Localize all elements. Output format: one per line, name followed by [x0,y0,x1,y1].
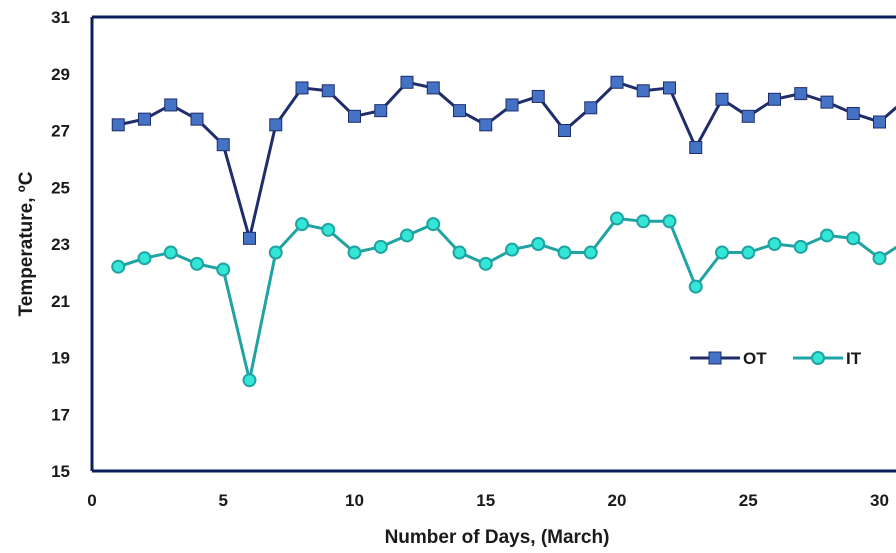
data-point-ot [689,141,703,155]
data-point-it [583,245,598,260]
data-point-it [400,228,414,243]
legend-marker [811,351,825,365]
data-point-ot [820,95,834,109]
x-tick-label: 5 [219,491,228,510]
data-point-ot [295,81,309,95]
data-point-it [373,239,388,254]
legend-label: OT [743,349,767,368]
data-point-it [662,214,677,229]
data-point-it [426,217,441,232]
data-point-it [190,256,204,271]
data-point-it [531,237,546,251]
data-point-it [111,259,126,274]
data-point-ot [715,92,729,106]
data-point-ot [400,75,414,89]
series-ot [111,75,896,245]
data-point-ot [426,81,440,95]
data-point-it [347,245,362,260]
data-point-ot [636,84,650,98]
data-point-it [557,245,572,260]
data-point-it [610,211,624,226]
y-tick-label: 21 [51,292,70,311]
data-point-it [872,251,887,266]
data-point-ot [584,101,598,115]
legend-entry-it: IT [793,349,862,368]
data-point-it [478,256,493,271]
data-point-ot [846,106,860,120]
x-tick-labels: 0 5 10 15 20 25 30 [87,491,889,510]
y-tick-label: 19 [51,349,70,368]
data-point-ot [479,118,493,132]
data-point-it [137,251,152,266]
data-point-ot [453,104,466,118]
data-point-ot [558,124,571,137]
data-point-it [846,231,861,246]
data-point-it [820,228,834,243]
series-it [111,211,896,388]
y-tick-label: 31 [51,8,70,27]
data-point-ot [531,89,545,103]
data-point-ot [663,81,676,95]
y-axis-title: Temperature, ºC [16,171,37,316]
data-point-it [268,245,283,260]
data-point-ot [610,75,624,89]
data-point-ot [164,98,178,112]
legend: OT IT [690,349,862,368]
data-point-it [505,242,519,257]
y-tick-label: 15 [51,462,70,481]
x-tick-label: 30 [870,491,889,510]
data-point-it [793,239,808,254]
y-tick-labels: 15 17 19 21 23 25 27 29 31 [51,8,70,481]
data-point-ot [873,115,886,129]
data-point-it [688,279,703,294]
x-tick-label: 0 [87,491,96,510]
x-tick-label: 15 [476,491,495,510]
data-point-it [741,245,756,260]
data-point-ot [768,92,781,106]
data-point-it [163,245,178,260]
y-tick-label: 25 [51,178,70,197]
data-point-it [636,214,651,229]
y-tick-label: 23 [51,235,70,254]
data-point-it [321,222,336,237]
data-point-ot [741,109,755,123]
data-point-ot [216,138,230,152]
axes [90,15,896,473]
series-layer [111,75,896,388]
data-point-ot [794,87,808,101]
data-point-ot [269,118,283,132]
data-point-ot [374,104,388,118]
data-point-ot [348,109,361,123]
data-point-it [242,373,257,388]
data-point-ot [190,112,204,126]
y-tick-label: 27 [51,122,70,141]
x-tick-label: 25 [739,491,758,510]
legend-label: IT [846,349,862,368]
data-point-it [767,237,782,251]
y-tick-label: 17 [51,405,70,424]
data-point-ot [111,118,125,132]
y-tick-label: 29 [51,65,70,84]
x-axis-title: Number of Days, (March) [385,527,610,548]
data-point-it [216,262,231,277]
x-tick-label: 10 [345,491,364,510]
data-point-it [295,217,309,232]
data-point-ot [321,84,335,98]
data-point-it [715,245,729,260]
legend-marker [708,351,722,365]
data-point-it [452,245,467,260]
x-tick-label: 20 [608,491,627,510]
legend-entry-ot: OT [690,349,767,368]
data-point-ot [243,231,256,245]
data-point-ot [138,112,151,126]
data-point-ot [505,98,519,112]
